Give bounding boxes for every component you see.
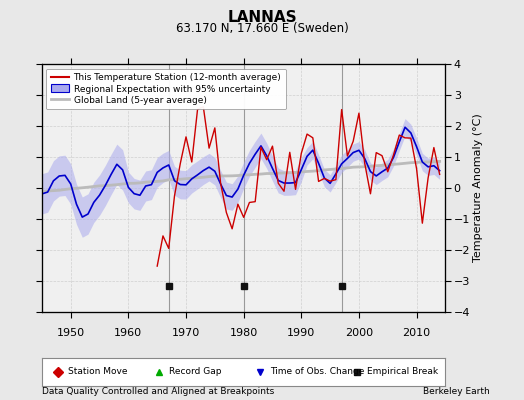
Text: Berkeley Earth: Berkeley Earth bbox=[423, 387, 490, 396]
Text: Station Move: Station Move bbox=[68, 368, 128, 376]
Text: 1980: 1980 bbox=[230, 328, 258, 338]
Y-axis label: Temperature Anomaly (°C): Temperature Anomaly (°C) bbox=[473, 114, 483, 262]
Text: 1960: 1960 bbox=[114, 328, 143, 338]
Text: 1990: 1990 bbox=[287, 328, 315, 338]
Text: 2000: 2000 bbox=[345, 328, 373, 338]
Text: Data Quality Controlled and Aligned at Breakpoints: Data Quality Controlled and Aligned at B… bbox=[42, 387, 274, 396]
Text: 1970: 1970 bbox=[172, 328, 200, 338]
Text: Empirical Break: Empirical Break bbox=[367, 368, 438, 376]
Legend: This Temperature Station (12-month average), Regional Expectation with 95% uncer: This Temperature Station (12-month avera… bbox=[47, 68, 286, 110]
Text: LANNAS: LANNAS bbox=[227, 10, 297, 25]
Text: Record Gap: Record Gap bbox=[169, 368, 222, 376]
Text: 63.170 N, 17.660 E (Sweden): 63.170 N, 17.660 E (Sweden) bbox=[176, 22, 348, 35]
Text: 1950: 1950 bbox=[57, 328, 85, 338]
Text: Time of Obs. Change: Time of Obs. Change bbox=[270, 368, 364, 376]
Text: 2010: 2010 bbox=[402, 328, 431, 338]
